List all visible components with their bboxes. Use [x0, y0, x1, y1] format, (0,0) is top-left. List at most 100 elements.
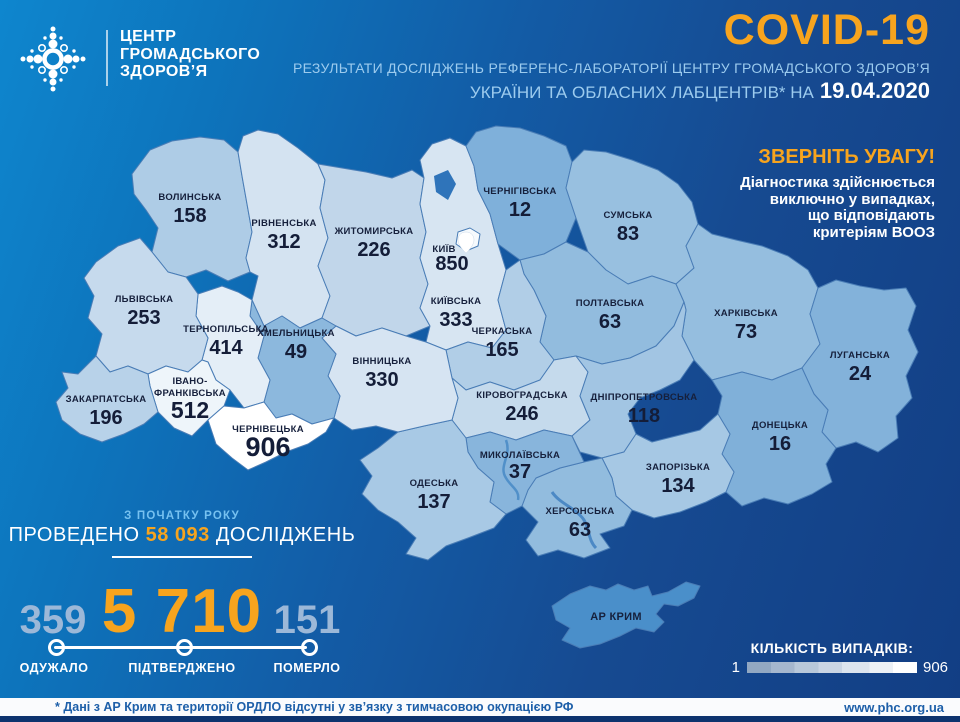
region-value: 414 [209, 337, 243, 359]
region-dnipro [571, 301, 695, 459]
region-zakarpattia [55, 355, 159, 443]
region-label: ФРАНКІВСЬКА [154, 388, 226, 399]
notice-line: Діагностика здійснюється [740, 174, 935, 191]
region-label: ОДЕСЬКА [410, 478, 459, 489]
region-label: ЗАКАРПАТСЬКА [66, 394, 147, 405]
notice-line: виключно у випадках, [769, 190, 935, 208]
subtitle-line1: РЕЗУЛЬТАТИ ДОСЛІДЖЕНЬ РЕФЕРЕНС-ЛАБОРАТОР… [292, 60, 930, 76]
page-title: COVID-19 [723, 6, 930, 54]
notice-title: ЗВЕРНІТЬ УВАГУ! [758, 146, 935, 168]
legend-min-value: 1 [731, 659, 740, 676]
bottom-strip [0, 716, 960, 722]
conducted-value: 58 093 [145, 524, 210, 546]
logo-line: ЗДОРОВ’Я [120, 63, 208, 80]
region-value: 333 [439, 309, 472, 331]
region-label: ЛЬВІВСЬКА [115, 294, 174, 305]
logo-line: ЦЕНТР [120, 28, 177, 45]
region-label: РІВНЕНСЬКА [251, 218, 316, 229]
footer-note: * Дані з АР Крим та території ОРДЛО відс… [55, 700, 574, 714]
region-value: 196 [89, 407, 122, 429]
region-label: ДОНЕЦЬКА [752, 420, 808, 431]
region-chernivtsi [207, 401, 335, 471]
died-node-icon [301, 639, 318, 656]
recovered-count: 359 [19, 598, 87, 642]
region-ivano-frankivsk [147, 359, 231, 437]
region-odesa [359, 419, 507, 561]
region-label: КИЇВСЬКА [431, 296, 482, 307]
region-value: 134 [661, 475, 695, 497]
region-label: ДНІПРОПЕТРОВСЬКА [591, 392, 698, 403]
region-value: 16 [769, 433, 791, 455]
river-southern-buh [502, 439, 520, 501]
logo-line: ГРОМАДСЬКОГО [120, 45, 261, 63]
region-value: 158 [173, 205, 206, 227]
recovered-node-icon [48, 639, 65, 656]
region-rivne [237, 129, 331, 329]
region-label: ЧЕРНІГІВСЬКА [483, 186, 556, 197]
died-count: 151 [273, 598, 341, 642]
region-value: 246 [505, 403, 538, 425]
confirmed-label: ПІДТВЕРДЖЕНО [128, 661, 236, 675]
stats-divider [112, 556, 252, 558]
stats-since-label: З ПОЧАТКУ РОКУ [124, 510, 240, 522]
region-label: ПОЛТАВСЬКА [576, 298, 645, 309]
legend-title: КІЛЬКІСТЬ ВИПАДКІВ: [750, 640, 914, 656]
region-value: 49 [285, 341, 307, 363]
logo-divider [106, 30, 108, 86]
region-label: АР КРИМ [590, 611, 642, 623]
died-label: ПОМЕРЛО [273, 661, 341, 675]
region-label: ЧЕРКАСЬКА [472, 326, 533, 337]
region-value: 330 [365, 369, 398, 391]
region-label: КІРОВОГРАДСЬКА [476, 390, 567, 401]
report-date: 19.04.2020 [819, 78, 930, 103]
region-label: МИКОЛАЇВСЬКА [480, 450, 560, 461]
region-value: 165 [485, 339, 518, 361]
river-dnipro-delta [550, 491, 598, 550]
region-label: ЛУГАНСЬКА [830, 350, 890, 361]
legend-max-value: 906 [923, 659, 949, 676]
website-link[interactable]: www.phc.org.ua [844, 700, 944, 715]
region-label: ХМЕЛЬНИЦЬКА [257, 328, 335, 339]
region-label: ВОЛИНСЬКА [158, 192, 221, 203]
legend-gradient-bar [747, 662, 917, 673]
region-value: 137 [417, 491, 450, 513]
region-label: ХАРКІВСЬКА [714, 308, 778, 319]
region-label: КИЇВ [432, 244, 455, 255]
subtitle-line2: УКРАЇНИ ТА ОБЛАСНИХ ЛАБЦЕНТРІВ* НА 19.04.… [470, 78, 930, 104]
notice-line: що відповідають [807, 207, 935, 224]
region-label: ЧЕРНІВЕЦЬКА [232, 424, 304, 435]
region-label: ЗАПОРІЗЬКА [646, 462, 710, 473]
stats-conducted-line: ПРОВЕДЕНО 58 093 ДОСЛІДЖЕНЬ [2, 524, 362, 547]
recovered-label: ОДУЖАЛО [19, 661, 89, 675]
region-label: ТЕРНОПІЛЬСЬКА [183, 324, 269, 335]
region-value: 512 [171, 397, 209, 423]
region-value: 12 [509, 199, 531, 221]
region-label: СУМСЬКА [603, 210, 652, 221]
region-value: 312 [267, 231, 300, 253]
region-label: ІВАНО- [172, 376, 207, 387]
region-value: 24 [849, 363, 872, 385]
region-value: 63 [569, 519, 591, 541]
footer-bar [0, 698, 960, 716]
region-value: 226 [357, 239, 390, 261]
region-value: 906 [245, 432, 290, 462]
region-value: 63 [599, 311, 621, 333]
conducted-suffix: ДОСЛІДЖЕНЬ [215, 524, 356, 546]
region-value: 850 [435, 253, 468, 275]
region-label: ЖИТОМИРСЬКА [334, 226, 414, 237]
region-label: ХЕРСОНСЬКА [546, 506, 615, 517]
subtitle-line2-text: УКРАЇНИ ТА ОБЛАСНИХ ЛАБЦЕНТРІВ* НА [469, 83, 814, 102]
conducted-prefix: ПРОВЕДЕНО [8, 524, 140, 546]
confirmed-count: 5 710 [101, 577, 263, 646]
kyiv-reservoir [434, 170, 456, 200]
notice-line: критеріям ВООЗ [812, 223, 935, 241]
confirmed-node-icon [176, 639, 193, 656]
logo-text: ЦЕНТР ГРОМАДСЬКОГО ЗДОРОВ’Я [120, 28, 260, 81]
region-crimea [551, 581, 701, 649]
region-kherson [521, 457, 633, 559]
region-value: 253 [127, 307, 160, 329]
region-value: 73 [735, 321, 757, 343]
region-label: ВІННИЦЬКА [352, 356, 411, 367]
